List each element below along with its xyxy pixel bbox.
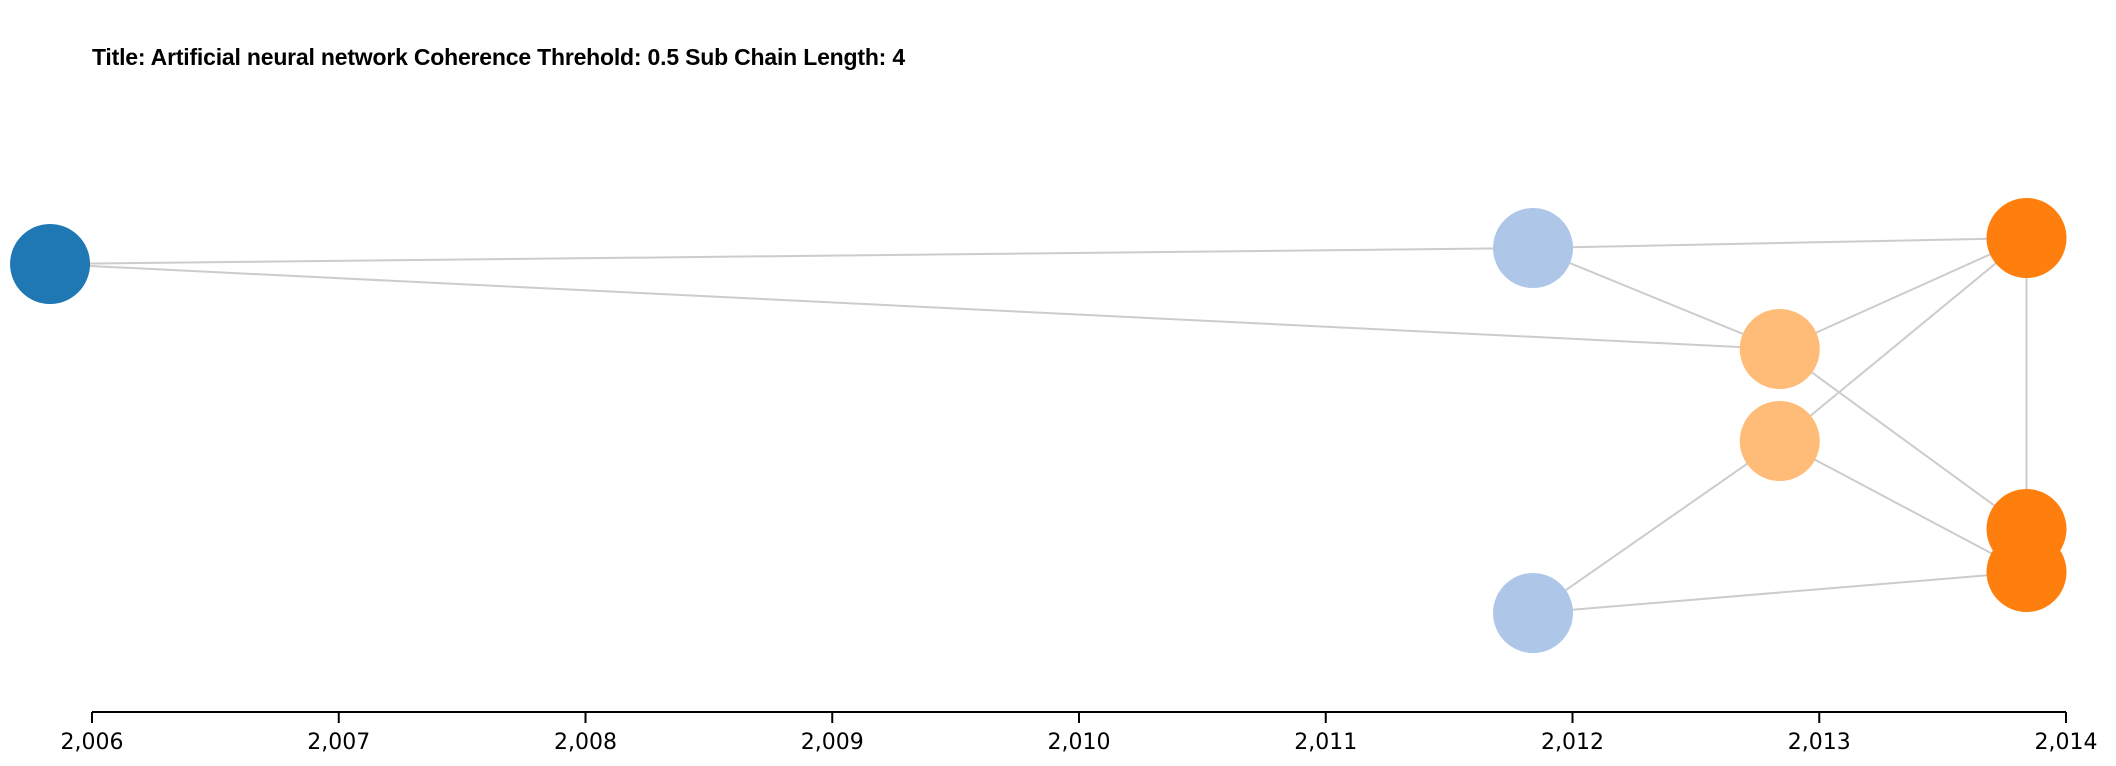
- x-tick-label: 2,011: [1294, 730, 1357, 755]
- x-tick-label: 2,010: [1048, 730, 1111, 755]
- chart-title: Title: Artificial neural network Coheren…: [92, 44, 905, 70]
- x-tick-label: 2,007: [307, 730, 370, 755]
- node-n2[interactable]: [1493, 208, 1574, 288]
- edge-n5-n3: [1532, 440, 1781, 614]
- edge-n5-n6: [1779, 237, 2028, 442]
- node-n4[interactable]: [1739, 309, 1820, 389]
- edge-n2-n4: [1532, 247, 1781, 350]
- x-tick-label: 2,006: [61, 730, 124, 755]
- edge-n1-n4: [50, 263, 1780, 350]
- node-n3[interactable]: [1493, 573, 1574, 653]
- node-n1[interactable]: [10, 224, 91, 304]
- x-tick-label: 2,014: [2035, 730, 2098, 755]
- x-tick-label: 2,013: [1788, 730, 1851, 755]
- edge-n5-n8: [1779, 440, 2027, 573]
- edge-n1-n2: [50, 247, 1534, 265]
- edge-n3-n8: [1532, 571, 2027, 614]
- node-n6[interactable]: [1986, 198, 2067, 278]
- x-tick-label: 2,012: [1541, 730, 1604, 755]
- x-tick-label: 2,008: [554, 730, 617, 755]
- node-n8[interactable]: [1986, 532, 2067, 612]
- x-axis: 2,006 2,007 2,008 2,009 2,010 2,011 2,012 2,013…: [61, 711, 2098, 755]
- edge-n4-n7: [1779, 348, 2028, 530]
- x-tick-label: 2,009: [801, 730, 864, 755]
- edge-n4-n6: [1779, 237, 2027, 350]
- edge-n2-n6: [1532, 237, 2027, 249]
- nodes-layer: [10, 198, 2067, 653]
- edges-layer: [50, 237, 2028, 614]
- node-n5[interactable]: [1739, 401, 1820, 481]
